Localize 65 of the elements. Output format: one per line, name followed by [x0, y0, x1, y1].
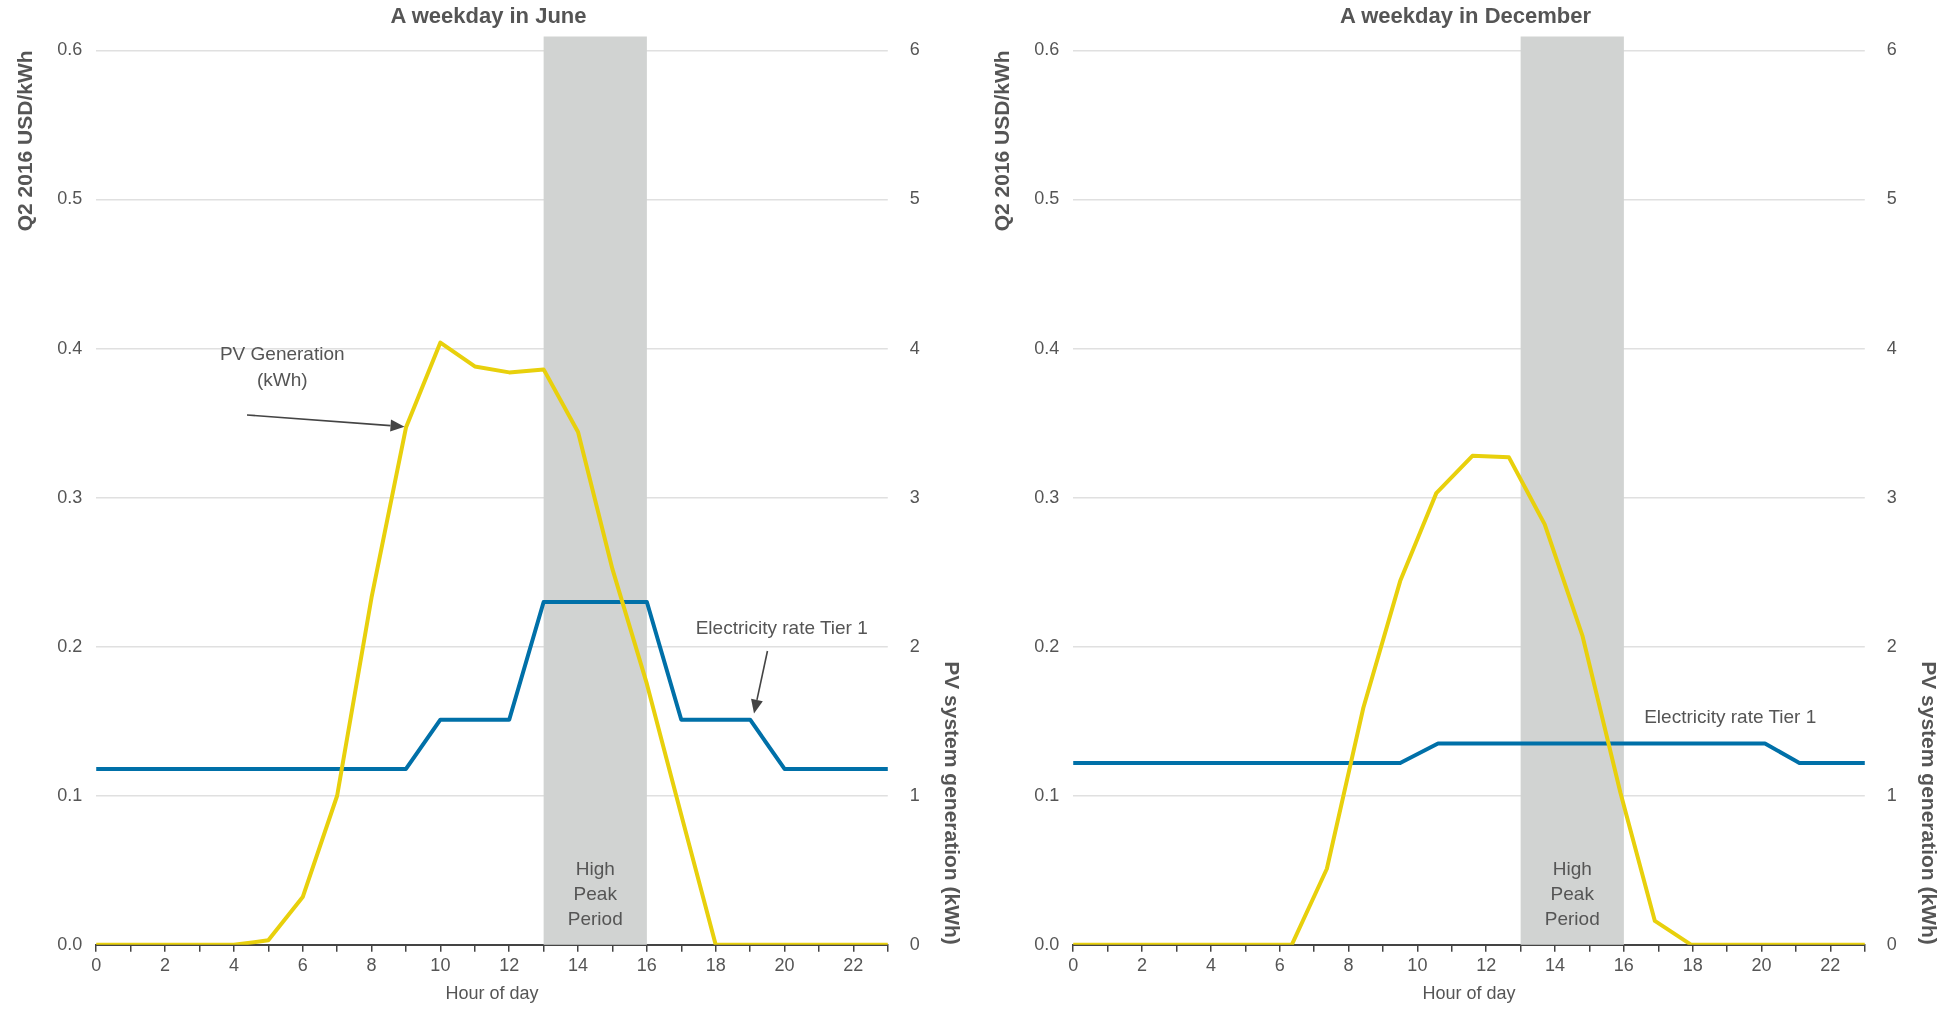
y2-tick-label: 0 [909, 933, 920, 954]
x-tick-label: 0 [91, 954, 102, 975]
x-tick-label: 10 [1407, 954, 1428, 975]
annotation: Electricity rate Tier 1 [695, 617, 868, 639]
band-label: High Peak Period [1544, 858, 1600, 930]
y2-tick-label: 0 [1886, 933, 1897, 954]
y2-tick-label: 6 [909, 39, 920, 60]
annotation: PV Generation (kWh) [219, 343, 345, 391]
y-tick-label: 0.2 [57, 635, 83, 656]
x-tick-label: 8 [366, 954, 377, 975]
x-tick-label: 14 [568, 954, 589, 975]
x-tick-label: 0 [1068, 954, 1079, 975]
x-tick-label: 22 [843, 954, 864, 975]
y2-tick-label: 3 [909, 486, 920, 507]
band-label: High Peak Period [567, 858, 623, 930]
y2-tick-label: 4 [909, 337, 920, 358]
y2-axis-title: PV system generation (kWh) [940, 661, 964, 945]
x-tick-label: 20 [774, 954, 795, 975]
x-tick-label: 20 [1751, 954, 1772, 975]
y2-tick-label: 5 [1886, 188, 1897, 209]
y-tick-label: 0.5 [1034, 188, 1060, 209]
x-tick-label: 10 [430, 954, 451, 975]
x-tick-label: 14 [1545, 954, 1566, 975]
y-tick-label: 0.4 [1034, 337, 1060, 358]
x-tick-label: 12 [499, 954, 520, 975]
y2-tick-label: 5 [909, 188, 920, 209]
y2-tick-label: 3 [1886, 486, 1897, 507]
y-tick-label: 0.2 [1034, 635, 1060, 656]
x-tick-label: 8 [1343, 954, 1354, 975]
y2-tick-label: 1 [909, 784, 920, 805]
x-tick-label: 6 [297, 954, 308, 975]
series-label: Electricity rate Tier 1 [1644, 706, 1817, 728]
chart-title: A weekday in June [390, 3, 587, 29]
y-tick-label: 0.3 [1034, 486, 1060, 507]
y2-tick-label: 1 [1886, 784, 1897, 805]
x-tick-label: 22 [1820, 954, 1841, 975]
y-tick-label: 0.6 [1034, 39, 1060, 60]
y-tick-label: 0.5 [57, 188, 83, 209]
x-axis-title: Hour of day [1422, 983, 1516, 1004]
y2-tick-label: 6 [1886, 39, 1897, 60]
y2-tick-label: 2 [909, 635, 920, 656]
y2-tick-label: 4 [1886, 337, 1897, 358]
y-tick-label: 0.1 [57, 784, 83, 805]
x-tick-label: 2 [1137, 954, 1148, 975]
y-tick-label: 0.0 [1034, 933, 1060, 954]
y2-axis-title: PV system generation (kWh) [1917, 661, 1941, 945]
y-tick-label: 0.3 [57, 486, 83, 507]
y-tick-label: 0.4 [57, 337, 83, 358]
x-axis-title: Hour of day [445, 983, 539, 1004]
x-tick-label: 6 [1274, 954, 1285, 975]
x-tick-label: 4 [228, 954, 239, 975]
y-tick-label: 0.0 [57, 933, 83, 954]
chart-title: A weekday in December [1339, 3, 1592, 29]
x-tick-label: 2 [160, 954, 171, 975]
x-tick-label: 4 [1205, 954, 1216, 975]
x-tick-label: 16 [1613, 954, 1634, 975]
y-tick-label: 0.6 [57, 39, 83, 60]
x-tick-label: 18 [705, 954, 726, 975]
x-tick-label: 18 [1682, 954, 1703, 975]
x-tick-label: 12 [1476, 954, 1497, 975]
y-axis-title: Q2 2016 USD/kWh [13, 50, 37, 232]
y-tick-label: 0.1 [1034, 784, 1060, 805]
x-tick-label: 16 [636, 954, 657, 975]
y-axis-title: Q2 2016 USD/kWh [990, 50, 1014, 232]
y2-tick-label: 2 [1886, 635, 1897, 656]
